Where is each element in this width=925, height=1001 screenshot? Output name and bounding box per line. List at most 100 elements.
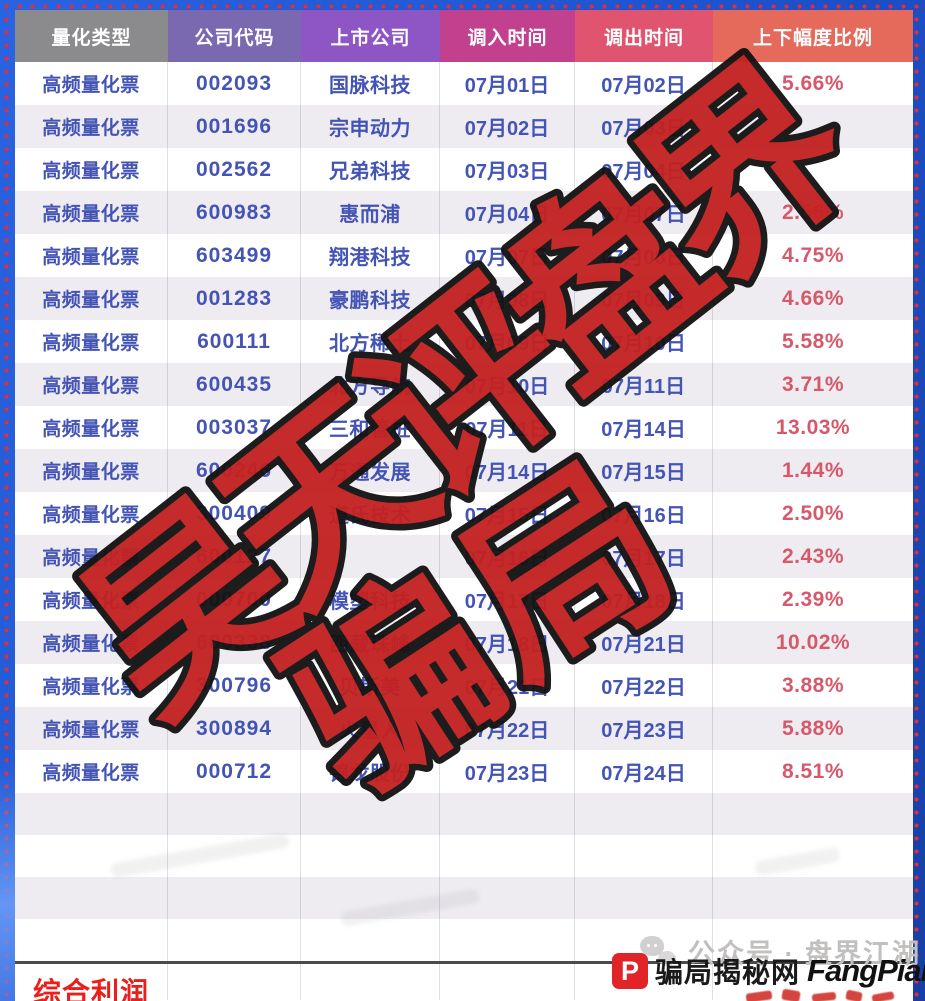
cell-date_out: 07月22日 bbox=[575, 664, 713, 707]
empty-cell bbox=[301, 793, 440, 835]
cell-date_in: 07月18日 bbox=[440, 621, 575, 664]
cell-date_out: 07月08日 bbox=[575, 234, 713, 277]
table-row: 高频量化票 000700 模塑科技 07月17日 07月18日 2.39% bbox=[15, 578, 913, 621]
cell-type: 高频量化票 bbox=[15, 578, 168, 621]
empty-cell bbox=[301, 919, 440, 961]
cell-date_out: 07月02日 bbox=[575, 62, 713, 105]
cell-type: 高频量化票 bbox=[15, 406, 168, 449]
cell-pct: 1.44% bbox=[781, 458, 845, 482]
cell-date_in: 07月11日 bbox=[440, 406, 575, 449]
column-header-1: 量化类型 bbox=[15, 10, 168, 62]
cell-company: 西藏珠峰 bbox=[301, 621, 440, 664]
empty-cell bbox=[15, 835, 168, 877]
empty-cell bbox=[168, 793, 301, 835]
wechat-account-watermark: 公众号 · 盘界江湖 bbox=[640, 932, 921, 971]
cell-date_out: 07月15日 bbox=[575, 449, 713, 492]
cell-date_out: 07月03日 bbox=[575, 105, 713, 148]
cell-date_out: 07月16日 bbox=[575, 492, 713, 535]
empty-cell bbox=[301, 877, 440, 919]
cell-date_in: 07月07日 bbox=[440, 234, 575, 277]
cell-code: 300796 bbox=[168, 664, 301, 707]
cell-code: 600983 bbox=[168, 191, 301, 234]
cell-code: 000700 bbox=[168, 578, 301, 621]
quant-stock-table: 量化类型 公司代码 上市公司 调入时间 调出时间 上下幅度比例 高频量化票 002093 国脉… bbox=[15, 10, 913, 1001]
cell-company: 贝斯美 bbox=[301, 664, 440, 707]
cell-company: 北方稀土 bbox=[301, 320, 440, 363]
cell-company: 宗申动力 bbox=[301, 105, 440, 148]
empty-cell bbox=[575, 835, 713, 877]
cell-company bbox=[301, 535, 440, 578]
table-row: 高频量化票 000712 锦龙股份 07月23日 07月24日 8.51% bbox=[15, 750, 913, 793]
cell-date_in: 07月08日 bbox=[440, 277, 575, 320]
cell-pct: 13.03% bbox=[775, 415, 851, 439]
empty-cell bbox=[440, 877, 575, 919]
cell-type: 高频量化票 bbox=[15, 664, 168, 707]
empty-cell bbox=[440, 793, 575, 835]
wechat-icon bbox=[640, 935, 678, 968]
cell-code: 002562 bbox=[168, 148, 301, 191]
cell-code: 603499 bbox=[168, 234, 301, 277]
cell-code: 300894 bbox=[168, 707, 301, 750]
cell-date_in: 07月17日 bbox=[440, 578, 575, 621]
cell-date_out: 07月09日 bbox=[575, 277, 713, 320]
cell-pct: 8.51% bbox=[781, 759, 845, 783]
table-body: 高频量化票 002093 国脉科技 07月01日 07月02日 5.66% 高频量化票 001… bbox=[15, 62, 913, 961]
table-row: 高频量化票 001696 宗申动力 07月02日 07月03日 bbox=[15, 105, 913, 148]
cell-pct: 5.88% bbox=[781, 716, 845, 740]
empty-table-row bbox=[15, 835, 913, 877]
table-row: 高频量化票 600127 07月16日 07月17日 2.43% bbox=[15, 535, 913, 578]
cell-code: 600338 bbox=[168, 621, 301, 664]
cell-date_in: 07月15日 bbox=[440, 492, 575, 535]
cell-code: 001283 bbox=[168, 277, 301, 320]
cell-date_out: 07月07日 bbox=[575, 191, 713, 234]
cell-code: 600127 bbox=[168, 535, 301, 578]
cell-company: 豪鹏科技 bbox=[301, 277, 440, 320]
column-header-2: 公司代码 bbox=[168, 10, 301, 62]
cell-company: 兄弟科技 bbox=[301, 148, 440, 191]
cell-type: 高频量化票 bbox=[15, 535, 168, 578]
table-row: 高频量化票 600111 北方稀土 07月09日 07月10日 5.58% bbox=[15, 320, 913, 363]
cell-company: 国脉科技 bbox=[301, 62, 440, 105]
cell-date_in: 07月23日 bbox=[440, 750, 575, 793]
table-row: 高频量化票 002093 国脉科技 07月01日 07月02日 5.66% bbox=[15, 62, 913, 105]
cell-date_in: 07月03日 bbox=[440, 148, 575, 191]
cell-date_in: 07月21日 bbox=[440, 664, 575, 707]
cell-type: 高频量化票 bbox=[15, 234, 168, 277]
wechat-account-label: 公众号 · 盘界江湖 bbox=[688, 939, 921, 969]
cell-pct: 2.50% bbox=[781, 501, 845, 525]
cell-code: 002093 bbox=[168, 62, 301, 105]
table-row: 高频量化票 603499 翔港科技 07月07日 07月08日 4.75% bbox=[15, 234, 913, 277]
cell-code: 600435 bbox=[168, 363, 301, 406]
cell-company: 惠而浦 bbox=[301, 191, 440, 234]
cell-date_in: 07月04日 bbox=[440, 191, 575, 234]
cell-company: 翔港科技 bbox=[301, 234, 440, 277]
empty-cell bbox=[15, 919, 168, 961]
cell-code: 600246 bbox=[168, 449, 301, 492]
cell-pct: 3.88% bbox=[781, 673, 845, 697]
cell-code: 000712 bbox=[168, 750, 301, 793]
cell-pct: 2.39% bbox=[781, 587, 845, 611]
cell-date_out: 07月17日 bbox=[575, 535, 713, 578]
empty-cell bbox=[15, 877, 168, 919]
cell-date_in: 07月14日 bbox=[440, 449, 575, 492]
cell-date_in: 07月01日 bbox=[440, 62, 575, 105]
cell-date_in: 07月10日 bbox=[440, 363, 575, 406]
empty-table-row bbox=[15, 919, 913, 961]
table-row: 高频量化票 003037 三和管桩 07月11日 07月14日 13.03% bbox=[15, 406, 913, 449]
cell-date_out: 07月14日 bbox=[575, 406, 713, 449]
cell-company: 万通发展 bbox=[301, 449, 440, 492]
cell-pct: 10.02% bbox=[775, 630, 851, 654]
table-row: 高频量化票 600435 北方导航 07月10日 07月11日 3.71% bbox=[15, 363, 913, 406]
table-row: 高频量化票 002562 兄弟科技 07月03日 07月04日 bbox=[15, 148, 913, 191]
cell-pct: 5.66% bbox=[781, 71, 845, 95]
cell-date_out: 07月23日 bbox=[575, 707, 713, 750]
cell-type: 高频量化票 bbox=[15, 363, 168, 406]
table-row: 高频量化票 600246 万通发展 07月14日 07月15日 1.44% bbox=[15, 449, 913, 492]
cell-company: 三和管桩 bbox=[301, 406, 440, 449]
column-header-4: 调入时间 bbox=[440, 10, 575, 62]
cell-date_in: 07月22日 bbox=[440, 707, 575, 750]
cell-code: 003037 bbox=[168, 406, 301, 449]
empty-table-row bbox=[15, 877, 913, 919]
cell-code: 001696 bbox=[168, 105, 301, 148]
cell-date_out: 07月21日 bbox=[575, 621, 713, 664]
